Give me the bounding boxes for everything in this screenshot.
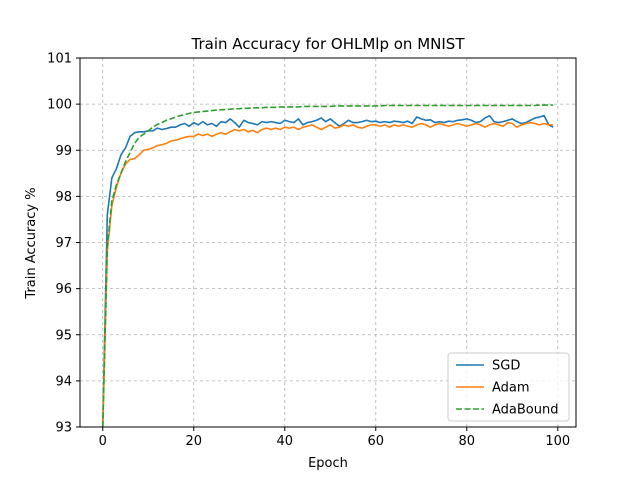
- series-line-sgd: [101, 114, 554, 428]
- axis-ticks: 0 20 40 60 80 100 93 94 95 96 97 98 99 100 101: [47, 52, 570, 450]
- y-tick-label: 98: [55, 190, 72, 205]
- y-tick-label: 99: [55, 144, 72, 159]
- x-tick-label: 40: [276, 434, 293, 449]
- legend-box: [447, 352, 570, 422]
- x-tick-label: 80: [459, 434, 476, 449]
- y-axis-title: Train Accuracy %: [24, 187, 39, 299]
- legend-label-adam: Adam: [492, 381, 530, 396]
- y-tick-label: 96: [55, 282, 72, 297]
- series-line-adam: [101, 121, 554, 428]
- series-lines: [101, 104, 554, 428]
- x-tick-label: 20: [185, 434, 202, 449]
- series-line-adabound: [101, 104, 554, 428]
- y-tick-label: 94: [55, 374, 72, 389]
- x-axis-title: Epoch: [308, 456, 348, 471]
- legend: SGD Adam AdaBound: [447, 352, 570, 422]
- legend-label-adabound: AdaBound: [492, 403, 559, 418]
- y-tick-label: 93: [55, 421, 72, 436]
- x-tick-label: 100: [545, 434, 570, 449]
- x-tick-label: 0: [99, 434, 107, 449]
- legend-label-sgd: SGD: [492, 359, 520, 374]
- y-tick-label: 95: [55, 328, 72, 343]
- chart-title: Train Accuracy for OHLMlp on MNIST: [191, 35, 466, 53]
- y-tick-label: 101: [47, 52, 72, 67]
- y-tick-label: 97: [55, 236, 72, 251]
- y-tick-label: 100: [47, 98, 72, 113]
- x-tick-label: 60: [368, 434, 385, 449]
